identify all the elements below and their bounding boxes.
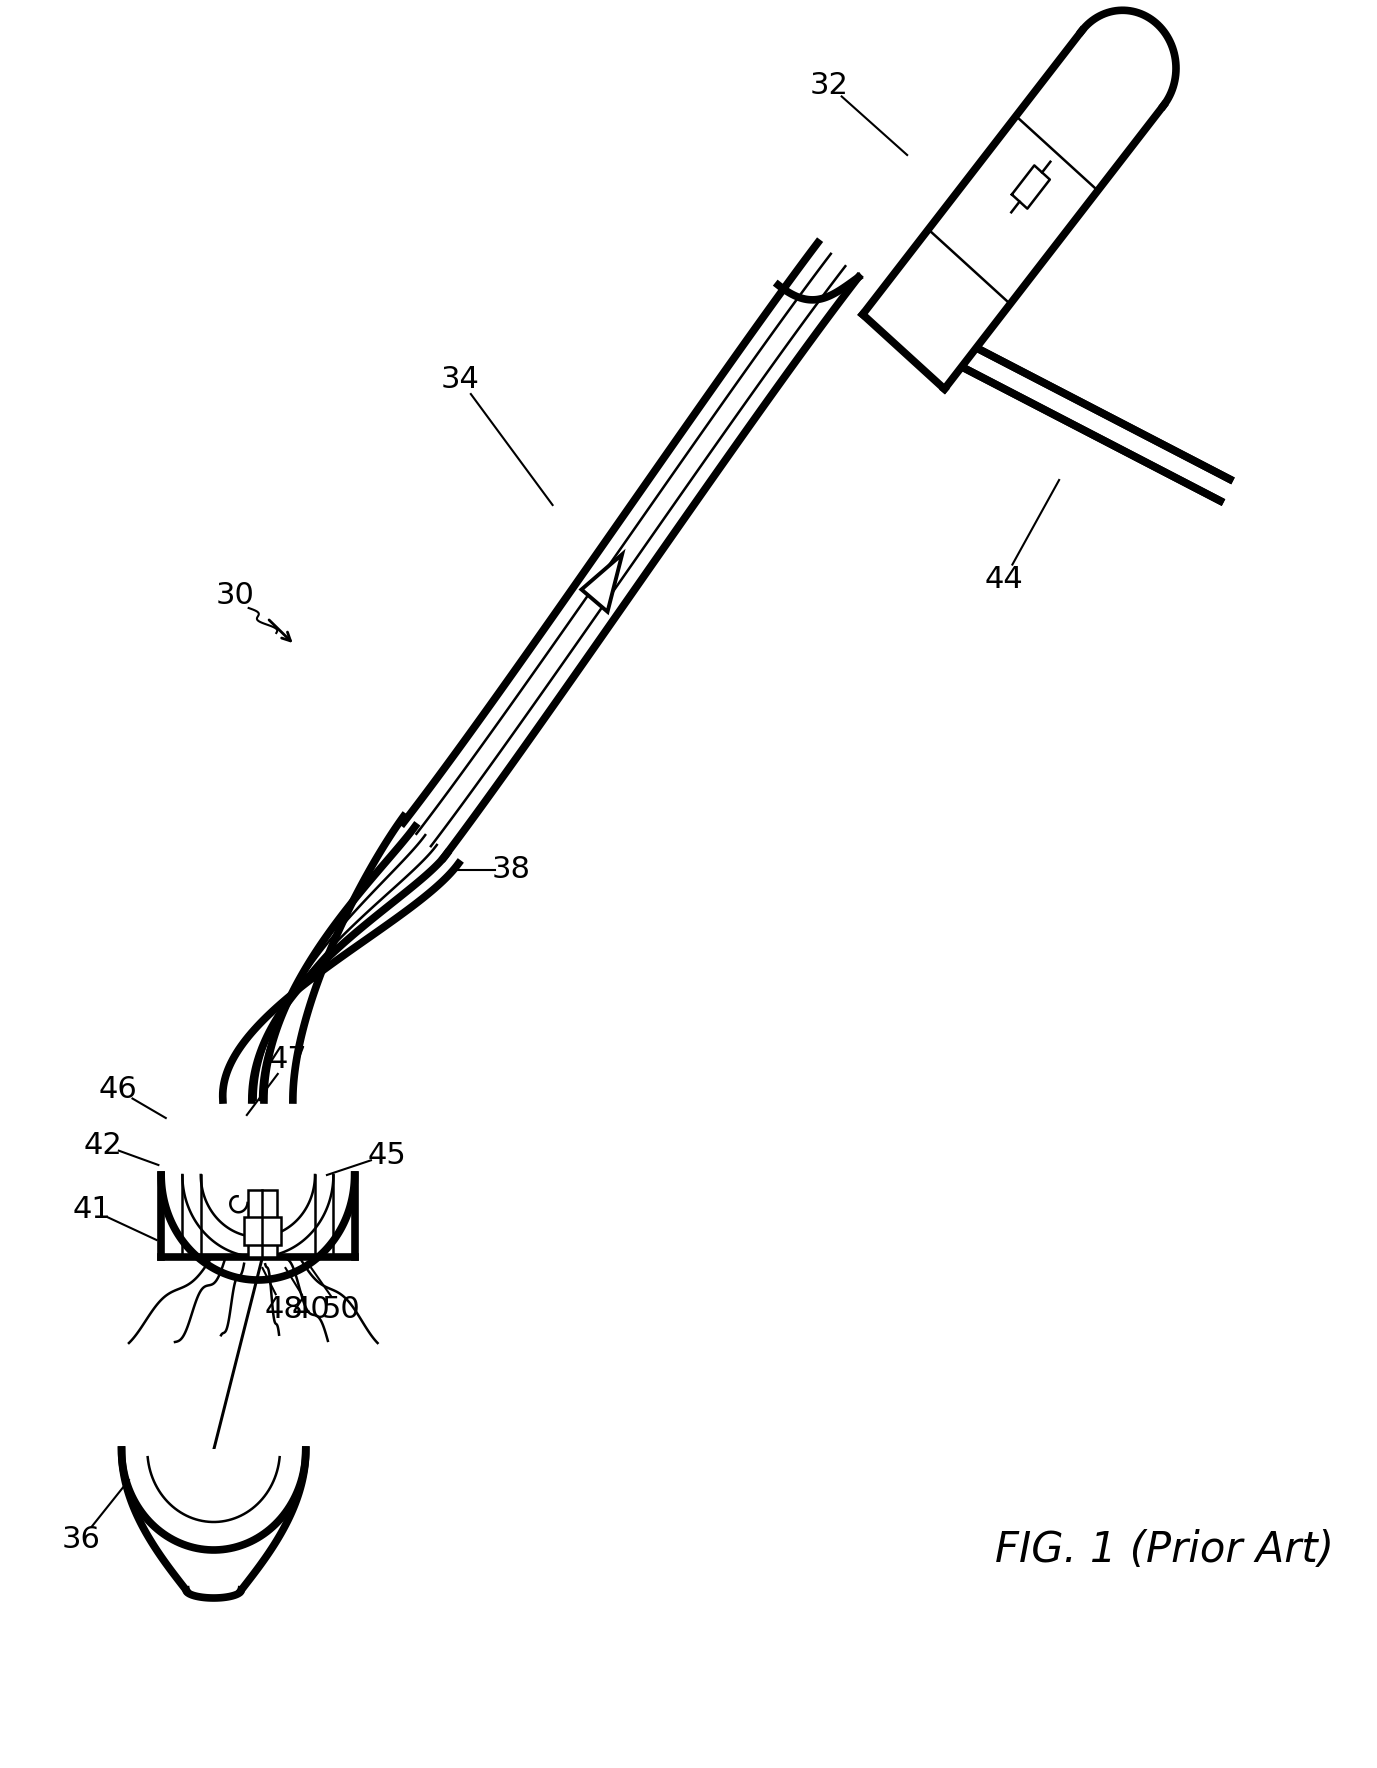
Polygon shape [252,826,448,1100]
Text: 40: 40 [292,1296,330,1324]
Polygon shape [223,817,459,1100]
Text: 38: 38 [492,856,530,884]
Text: 48: 48 [264,1296,303,1324]
Polygon shape [1012,166,1049,209]
Bar [244,1216,281,1245]
Text: 41: 41 [73,1195,112,1225]
Bar [248,1190,277,1257]
Polygon shape [121,1450,306,1598]
Text: 36: 36 [62,1526,101,1554]
Text: 32: 32 [810,71,848,99]
Text: 44: 44 [985,566,1023,594]
Polygon shape [912,320,1230,500]
Polygon shape [1082,11,1176,106]
Polygon shape [403,242,858,857]
Text: FIG. 1 (Prior Art): FIG. 1 (Prior Art) [994,1529,1334,1572]
Text: 46: 46 [99,1075,138,1105]
Polygon shape [581,555,622,612]
Polygon shape [862,32,1164,389]
Text: 50: 50 [321,1296,361,1324]
Text: 45: 45 [368,1140,406,1169]
Text: 42: 42 [84,1130,123,1160]
Polygon shape [160,1176,357,1282]
Text: 30: 30 [215,580,255,610]
Text: 47: 47 [269,1045,307,1075]
Text: 34: 34 [441,366,481,394]
